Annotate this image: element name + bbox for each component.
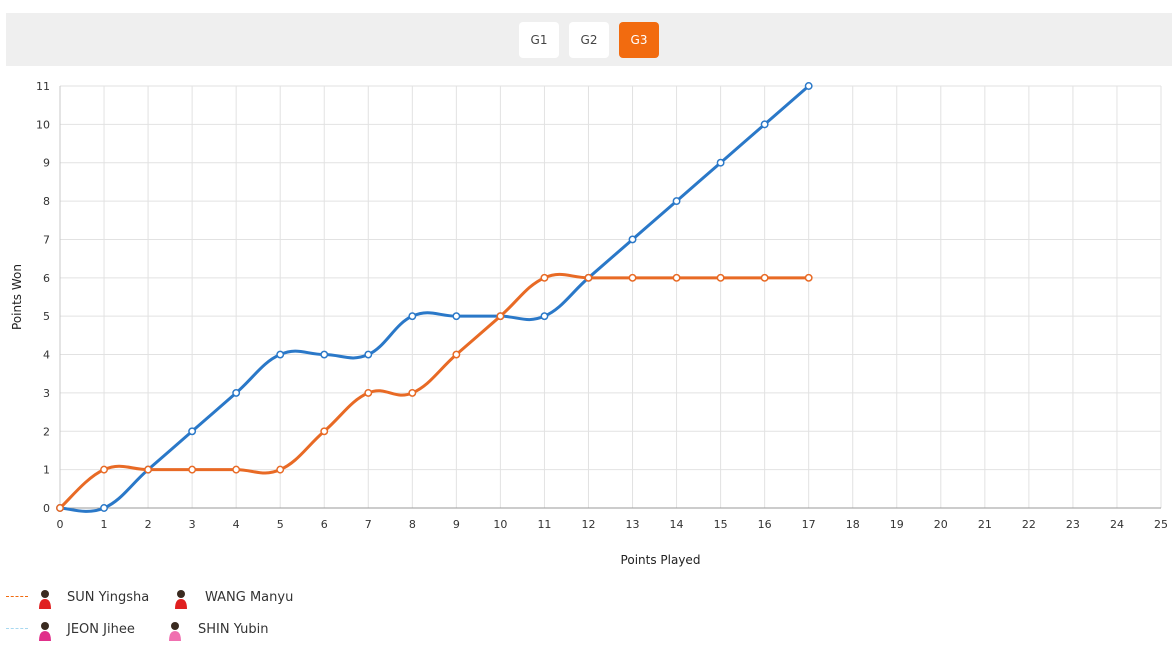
tab-g3[interactable]: G3 (619, 22, 659, 58)
x-tick-label: 4 (233, 518, 240, 531)
series-point (232, 465, 241, 474)
series-point (408, 388, 417, 397)
legend: SUN Yingsha WANG Manyu JEON Jihee SHIN Y… (6, 584, 406, 648)
series-point (628, 235, 637, 244)
legend-swatch-team-2 (6, 628, 28, 629)
series-point (56, 504, 64, 512)
legend-swatch-team-1 (6, 596, 28, 597)
x-tick-label: 11 (537, 518, 551, 531)
series-point (188, 427, 197, 436)
x-tick-label: 17 (802, 518, 816, 531)
series-point (100, 465, 108, 474)
x-tick-label: 12 (581, 518, 595, 531)
x-tick-label: 21 (978, 518, 992, 531)
series-point (232, 388, 241, 397)
x-tick-label: 0 (57, 518, 64, 531)
x-tick-label: 1 (101, 518, 108, 531)
legend-player-name: SHIN Yubin (198, 622, 269, 637)
player-avatar-icon (175, 590, 187, 609)
legend-player-name: WANG Manyu (205, 590, 294, 605)
series-point (804, 82, 813, 90)
x-tick-label: 20 (934, 518, 948, 531)
x-tick-label: 3 (189, 518, 196, 531)
x-tick-label: 10 (493, 518, 507, 531)
series-point (672, 273, 681, 282)
series-line-2 (58, 272, 809, 510)
x-axis-title: Points Played (621, 553, 701, 567)
series-point (320, 427, 329, 436)
series-point (452, 312, 461, 321)
series-point (760, 120, 769, 129)
x-tick-label: 16 (758, 518, 772, 531)
x-tick-label: 19 (890, 518, 904, 531)
y-tick-label: 10 (36, 118, 50, 131)
series-point (540, 312, 549, 321)
game-selector-bar: G1 G2 G3 (6, 13, 1172, 66)
legend-player-name: JEON Jihee (67, 622, 135, 637)
y-tick-label: 4 (43, 349, 50, 362)
y-tick-label: 2 (43, 425, 50, 438)
tab-g1[interactable]: G1 (519, 22, 559, 58)
series-point (540, 273, 549, 282)
y-tick-label: 5 (43, 310, 50, 323)
series-point (584, 273, 593, 282)
x-tick-label: 23 (1066, 518, 1080, 531)
x-tick-label: 7 (365, 518, 372, 531)
y-tick-label: 8 (43, 195, 50, 208)
x-tick-label: 5 (277, 518, 284, 531)
series-point (364, 388, 373, 397)
series-point (320, 350, 329, 359)
series-point (716, 273, 725, 282)
x-tick-label: 6 (321, 518, 328, 531)
tab-g2[interactable]: G2 (569, 22, 609, 58)
x-tick-label: 15 (714, 518, 728, 531)
series-line-1 (59, 84, 810, 513)
y-tick-label: 7 (43, 233, 50, 246)
x-tick-label: 14 (670, 518, 684, 531)
points-chart: 0 1 2 3 4 5 6 7 8 9 10 11 12 13 14 15 16 17 18 19 20 21 22 23 24… (10, 80, 1168, 567)
series-point (144, 465, 153, 474)
series-point (672, 197, 681, 206)
x-tick-label: 8 (409, 518, 416, 531)
series-point (716, 158, 725, 167)
series-point (760, 273, 769, 282)
x-tick-label: 13 (626, 518, 640, 531)
series-point (276, 465, 285, 474)
player-avatar-icon (39, 590, 51, 609)
y-axis-title: Points Won (10, 264, 24, 330)
player-avatar-icon (39, 622, 51, 641)
y-tick-label: 6 (43, 272, 50, 285)
series-point (276, 350, 285, 359)
y-tick-label: 3 (43, 387, 50, 400)
series-point (188, 465, 197, 474)
series-point (408, 312, 417, 321)
x-tick-label: 24 (1110, 518, 1124, 531)
player-avatar-icon (169, 622, 181, 641)
series-point (364, 350, 373, 359)
series-point (452, 350, 461, 359)
y-tick-label: 9 (43, 157, 50, 170)
y-tick-label: 0 (43, 502, 50, 515)
legend-row-team-1[interactable]: SUN Yingsha WANG Manyu (6, 584, 406, 616)
legend-player-name: SUN Yingsha (67, 590, 150, 605)
y-tick-label: 11 (36, 80, 50, 93)
x-tick-label: 22 (1022, 518, 1036, 531)
series-point (804, 273, 813, 282)
series-point (628, 273, 637, 282)
legend-row-team-2[interactable]: JEON Jihee SHIN Yubin (6, 616, 406, 648)
x-tick-label: 9 (453, 518, 460, 531)
y-tick-label: 1 (43, 464, 50, 477)
series-point (100, 504, 108, 512)
x-tick-label: 2 (145, 518, 152, 531)
game-tabs: G1 G2 G3 (6, 22, 1172, 58)
x-tick-label: 18 (846, 518, 860, 531)
x-tick-label: 25 (1154, 518, 1168, 531)
series-point (496, 312, 505, 321)
